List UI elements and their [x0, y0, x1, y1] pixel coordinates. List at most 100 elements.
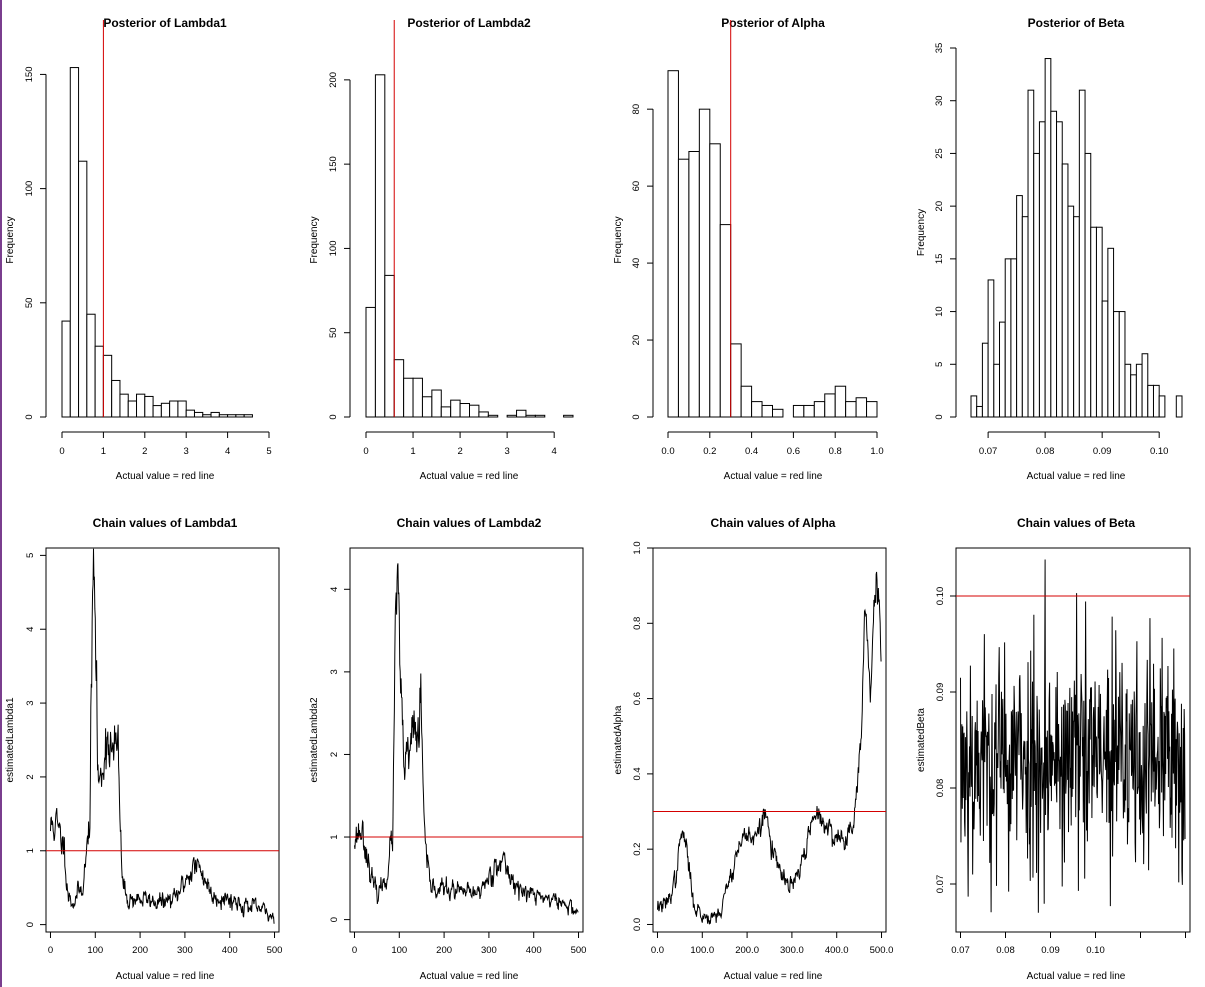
- histogram-bar: [384, 274, 395, 418]
- y-tick-label: 1: [25, 848, 36, 853]
- y-tick-label: 15: [934, 254, 945, 265]
- histogram-bar: [1175, 395, 1183, 418]
- y-axis-label: estimatedAlpha: [613, 705, 624, 774]
- x-axis-label: Actual value = red line: [420, 971, 519, 982]
- histogram-bar: [1004, 258, 1012, 418]
- y-tick-label: 3: [329, 669, 340, 674]
- histogram-bar: [1056, 121, 1063, 418]
- plot-frame: [955, 547, 1191, 933]
- y-tick-label: 60: [631, 181, 642, 192]
- y-tick-label: 0.6: [632, 692, 643, 705]
- y-tick-label: 10: [934, 306, 945, 317]
- y-tick-label: 0.08: [935, 779, 946, 798]
- panel-chain-values-of-lambda2: Chain values of Lambda2 Actual value = re…: [309, 516, 586, 982]
- y-tick-label: 50: [328, 327, 339, 338]
- chain-trace-line: [353, 563, 579, 916]
- histogram-bar: [412, 377, 423, 418]
- histogram-bar: [803, 404, 815, 418]
- histogram-bar: [1067, 205, 1075, 418]
- histogram-bar: [177, 400, 187, 418]
- panel-posterior-of-beta: Posterior of Beta Actual value = red line…: [916, 16, 1183, 482]
- x-tick-label: 0.0: [661, 446, 674, 457]
- x-tick-label: 3: [184, 446, 189, 457]
- histogram-bar: [169, 400, 179, 418]
- histogram-bar: [813, 401, 826, 418]
- y-tick-label: 20: [934, 201, 945, 212]
- histogram-bar: [667, 70, 679, 418]
- x-tick-label: 100.0: [690, 945, 714, 956]
- histogram-bar: [792, 404, 805, 418]
- y-tick-label: 0.8: [632, 617, 643, 630]
- chart-title: Chain values of Lambda2: [397, 516, 542, 530]
- histogram-bar: [1044, 58, 1052, 418]
- histogram-bar: [1152, 384, 1160, 418]
- histogram-bar: [525, 414, 536, 418]
- y-tick-label: 1.0: [632, 541, 643, 554]
- x-tick-label: 0: [363, 446, 368, 457]
- x-tick-label: 5: [266, 446, 271, 457]
- x-tick-label: 0: [48, 945, 53, 956]
- x-tick-label: 300: [177, 945, 193, 956]
- y-axis-label: Frequency: [613, 216, 624, 263]
- histogram-bar: [1033, 152, 1040, 418]
- panel-posterior-of-alpha: Posterior of Alpha Actual value = red lin…: [613, 16, 884, 482]
- histogram-bar: [534, 414, 546, 418]
- histogram-bar: [459, 403, 471, 418]
- histogram-bar: [160, 402, 171, 418]
- y-tick-label: 4: [329, 587, 340, 592]
- histogram-bar: [193, 411, 204, 418]
- histogram-bar: [1147, 384, 1154, 418]
- x-tick-label: 0.07: [979, 446, 998, 457]
- histogram-bar: [421, 396, 433, 418]
- histogram-bar: [999, 321, 1006, 418]
- x-tick-label: 300.0: [780, 945, 804, 956]
- x-tick-label: 0.2: [703, 446, 716, 457]
- histogram-bar: [688, 151, 700, 418]
- histogram-bar: [393, 359, 405, 418]
- histogram-bar: [1021, 216, 1029, 418]
- panel-chain-values-of-alpha: Chain values of Alpha Actual value = red …: [613, 516, 893, 982]
- histogram-bar: [1010, 258, 1018, 418]
- x-tick-label: 400: [222, 945, 238, 956]
- chart-title: Chain values of Lambda1: [93, 516, 238, 530]
- y-tick-label: 3: [25, 700, 36, 705]
- chain-trace-line: [49, 548, 275, 924]
- plot-frame: [349, 547, 584, 933]
- histogram-bar: [1101, 300, 1109, 418]
- chart-title: Posterior of Lambda2: [407, 16, 531, 30]
- y-tick-label: 50: [24, 298, 35, 309]
- chain-trace-line: [960, 559, 1186, 913]
- panel-chain-values-of-lambda1: Chain values of Lambda1 Actual value = re…: [5, 516, 282, 982]
- x-tick-label: 400: [526, 945, 542, 956]
- histogram-bar: [970, 395, 978, 418]
- x-tick-label: 0.07: [951, 945, 970, 956]
- y-tick-label: 0.0: [632, 918, 643, 931]
- histogram-bar: [431, 389, 442, 418]
- y-tick-label: 40: [631, 258, 642, 269]
- histogram-bar: [1027, 89, 1035, 418]
- panel-posterior-of-lambda1: Posterior of Lambda1 Actual value = red l…: [5, 16, 272, 482]
- x-axis-label: Actual value = red line: [420, 471, 519, 482]
- x-tick-label: 3: [504, 446, 509, 457]
- x-tick-label: 2: [142, 446, 147, 457]
- histogram-bar: [993, 363, 1001, 418]
- histogram-bar: [1130, 374, 1137, 418]
- histogram-bar: [1084, 152, 1092, 418]
- histogram-bar: [243, 414, 253, 418]
- histogram-bar: [824, 393, 836, 418]
- y-tick-label: 0.10: [935, 587, 946, 606]
- x-tick-label: 500: [267, 945, 283, 956]
- x-tick-label: 1: [101, 446, 106, 457]
- histogram-bar: [751, 401, 763, 418]
- histogram-bar: [1107, 247, 1115, 418]
- chain-trace-line: [656, 571, 882, 925]
- histogram-bar: [102, 354, 113, 418]
- histogram-bar: [1141, 353, 1149, 418]
- histogram-bar: [866, 401, 878, 418]
- x-tick-label: 4: [225, 446, 230, 457]
- y-tick-label: 0: [24, 414, 35, 419]
- x-tick-label: 0: [59, 446, 64, 457]
- window-left-border: [0, 0, 2, 987]
- x-tick-label: 0.10: [1150, 446, 1169, 457]
